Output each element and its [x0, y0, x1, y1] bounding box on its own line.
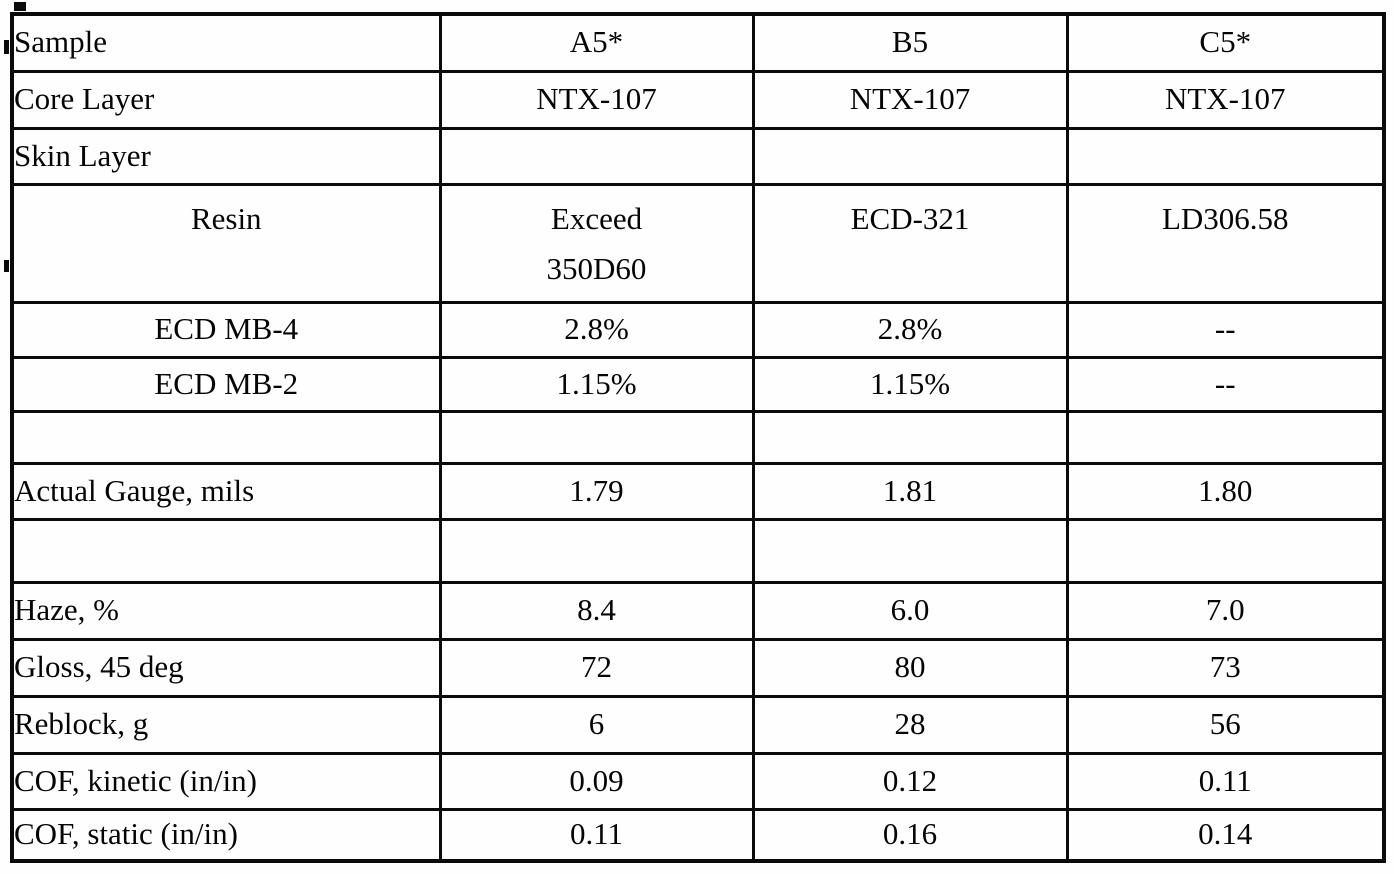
data-cell	[1065, 126, 1386, 186]
data-cell: 6.0	[751, 580, 1069, 641]
data-cell: LD306.58	[1065, 182, 1386, 304]
row-label-cell: COF, kinetic (in/in)	[10, 751, 442, 811]
data-cell: Exceed 350D60	[438, 182, 755, 304]
header-cell-b5: B5	[751, 12, 1069, 73]
table-row-cof-static: COF, static (in/in) 0.11 0.16 0.14	[10, 807, 1386, 863]
data-cell	[1065, 409, 1386, 465]
data-cell: 28	[751, 694, 1069, 755]
header-cell-a5: A5*	[438, 12, 755, 73]
row-label-cell: Gloss, 45 deg	[10, 637, 442, 698]
row-label-cell: ECD MB-2	[10, 355, 442, 413]
table-row-reblock: Reblock, g 6 28 56	[10, 694, 1386, 755]
row-label-cell: COF, static (in/in)	[10, 807, 442, 863]
row-label-cell: Actual Gauge, mils	[10, 461, 442, 521]
row-label-cell	[10, 517, 442, 584]
row-label-cell	[10, 409, 442, 465]
data-cell: 80	[751, 637, 1069, 698]
data-cell: 6	[438, 694, 755, 755]
data-cell: 0.11	[438, 807, 755, 863]
data-cell: 7.0	[1065, 580, 1386, 641]
table-row-actual-gauge: Actual Gauge, mils 1.79 1.81 1.80	[10, 461, 1386, 521]
row-label-cell: Core Layer	[10, 69, 442, 130]
data-cell: 0.16	[751, 807, 1069, 863]
data-cell	[751, 517, 1069, 584]
data-cell: 56	[1065, 694, 1386, 755]
data-cell: 1.79	[438, 461, 755, 521]
data-cell: 1.81	[751, 461, 1069, 521]
data-cell: 1.15%	[751, 355, 1069, 413]
table-row-resin: Resin Exceed 350D60 ECD-321 LD306.58	[10, 182, 1386, 304]
table-row-core-layer: Core Layer NTX-107 NTX-107 NTX-107	[10, 69, 1386, 130]
table-header-row: Sample A5* B5 C5*	[10, 12, 1386, 73]
data-cell: 0.12	[751, 751, 1069, 811]
table-row-haze: Haze, % 8.4 6.0 7.0	[10, 580, 1386, 641]
header-cell-sample: Sample	[10, 12, 442, 73]
data-cell: 2.8%	[438, 300, 755, 359]
data-cell: 1.80	[1065, 461, 1386, 521]
row-label-cell: Skin Layer	[10, 126, 442, 186]
table-row-ecd-mb2: ECD MB-2 1.15% 1.15% --	[10, 355, 1386, 413]
table-row-skin-layer: Skin Layer	[10, 126, 1386, 186]
data-cell: 1.15%	[438, 355, 755, 413]
data-cell	[1065, 517, 1386, 584]
data-cell: NTX-107	[1065, 69, 1386, 130]
row-label-cell: Reblock, g	[10, 694, 442, 755]
table-row-gloss: Gloss, 45 deg 72 80 73	[10, 637, 1386, 698]
row-label-cell: Haze, %	[10, 580, 442, 641]
data-cell	[438, 126, 755, 186]
data-cell	[438, 517, 755, 584]
table-row-spacer	[10, 517, 1386, 584]
data-cell: 0.14	[1065, 807, 1386, 863]
table-row-cof-kinetic: COF, kinetic (in/in) 0.09 0.12 0.11	[10, 751, 1386, 811]
data-cell	[438, 409, 755, 465]
data-cell: NTX-107	[438, 69, 755, 130]
row-label-cell: ECD MB-4	[10, 300, 442, 359]
table-row-ecd-mb4: ECD MB-4 2.8% 2.8% --	[10, 300, 1386, 359]
data-cell: --	[1065, 300, 1386, 359]
scan-artifact	[14, 2, 26, 11]
data-cell: --	[1065, 355, 1386, 413]
data-cell: ECD-321	[751, 182, 1069, 304]
data-cell	[751, 409, 1069, 465]
sample-properties-table: Sample A5* B5 C5* Core Layer NTX-107 NTX…	[10, 12, 1386, 863]
scan-artifact	[4, 260, 9, 272]
data-cell: 0.09	[438, 751, 755, 811]
data-cell: 72	[438, 637, 755, 698]
scan-artifact	[4, 40, 9, 54]
data-cell: 2.8%	[751, 300, 1069, 359]
data-cell: NTX-107	[751, 69, 1069, 130]
data-cell: 8.4	[438, 580, 755, 641]
header-cell-c5: C5*	[1065, 12, 1386, 73]
row-label-cell: Resin	[10, 182, 442, 304]
data-cell: 0.11	[1065, 751, 1386, 811]
data-cell	[751, 126, 1069, 186]
data-cell: 73	[1065, 637, 1386, 698]
table-row-spacer	[10, 409, 1386, 465]
